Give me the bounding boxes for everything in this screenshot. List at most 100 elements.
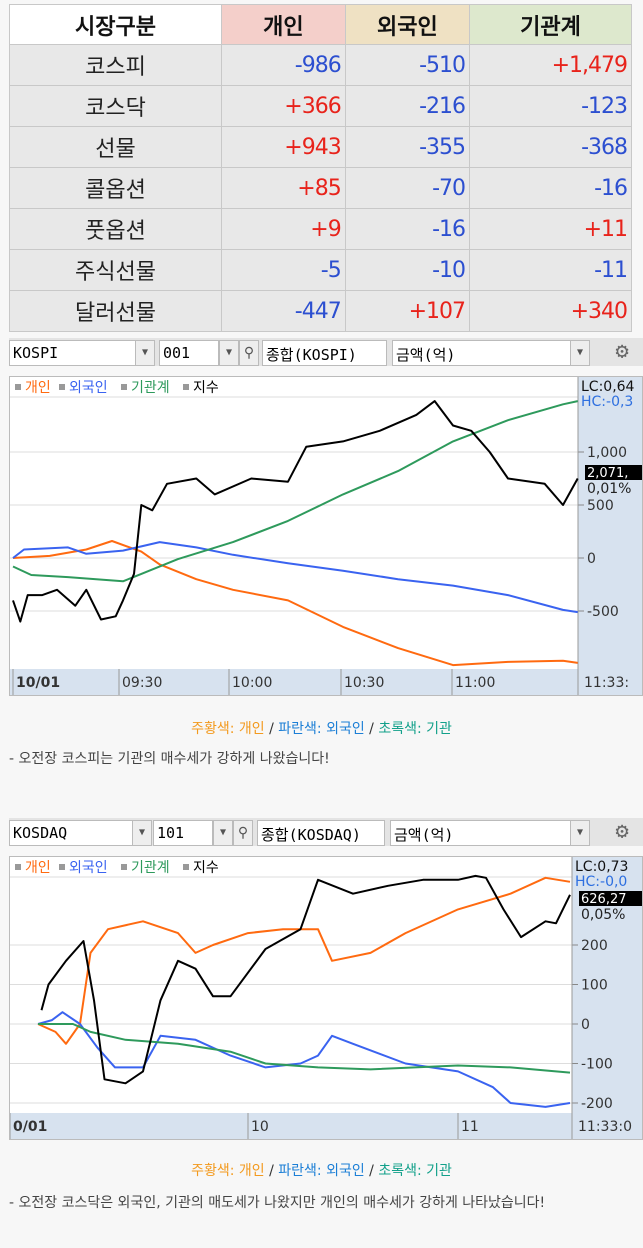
legend-item[interactable]: 외국인	[69, 380, 108, 396]
unit-select[interactable]: 금액(억)	[390, 820, 572, 846]
chevron-down-icon[interactable]: ▼	[570, 340, 590, 366]
legend-item[interactable]: 기관계	[131, 380, 170, 396]
header-market: 시장구분	[9, 4, 222, 45]
series-line-individual	[37, 876, 571, 1045]
index-change: 0,05%	[581, 907, 625, 923]
header-institution: 기관계	[469, 4, 632, 45]
individual-value: -5	[221, 249, 346, 291]
caption-blue: 파란색: 외국인	[278, 721, 365, 737]
foreign-value: +107	[344, 290, 471, 332]
individual-value: +9	[221, 208, 346, 250]
index-value-badge	[585, 465, 642, 480]
individual-value: +943	[221, 126, 346, 168]
x-tick-label: 11	[461, 1119, 479, 1135]
caption-blue: 파란색: 외국인	[278, 1163, 365, 1179]
y-tick-label: 200	[581, 938, 608, 954]
institution-value: -368	[469, 126, 632, 168]
index-name-field: 종합(KOSPI)	[262, 340, 387, 366]
series-line-institution	[38, 1023, 571, 1074]
institution-value: +1,479	[469, 44, 632, 86]
x-tick-label: 10	[251, 1119, 269, 1135]
market-select[interactable]: KOSDAQ	[9, 820, 133, 846]
gear-icon[interactable]: ⚙	[615, 339, 629, 364]
header-foreign: 외국인	[344, 4, 471, 45]
series-line-foreign	[37, 1011, 571, 1108]
y-tick-label: 500	[587, 498, 614, 514]
code-input[interactable]: 101	[153, 820, 213, 846]
legend-marker	[183, 384, 189, 390]
y-axis-panel	[578, 377, 642, 695]
lc-label: LC:0,64	[581, 379, 635, 395]
individual-value: -986	[221, 44, 346, 86]
search-icon[interactable]: ⚲	[233, 820, 253, 846]
kospi-toolbar: KOSPI ▼ 001 ▼ ⚲ 종합(KOSPI) 금액(억) ▼ ⚙	[9, 338, 643, 366]
caption-sep: /	[264, 1163, 279, 1179]
chevron-down-icon[interactable]: ▼	[570, 820, 590, 846]
table-row: 풋옵션 +9 -16 +11	[9, 208, 632, 250]
table-row: 콜옵션 +85 -70 -16	[9, 167, 632, 209]
market-name: 달러선물	[9, 290, 222, 332]
code-input[interactable]: 001	[159, 340, 219, 366]
market-name: 콜옵션	[9, 167, 222, 209]
table-row: 선물 +943 -355 -368	[9, 126, 632, 168]
chart-canvas: 200 100 0 -100 -200 0/01 10 11 11:33:0 개인 외국인 기관계 지수…	[9, 857, 642, 1139]
foreign-value: -10	[344, 249, 471, 291]
kosdaq-investor-chart: 200 100 0 -100 -200 0/01 10 11 11:33:0 개인 외국인 기관계 지수…	[9, 856, 643, 1140]
legend-marker	[121, 864, 127, 870]
x-tick-label: 0/01	[13, 1119, 47, 1135]
series-line-institution	[12, 400, 578, 583]
legend-item[interactable]: 개인	[25, 380, 51, 396]
market-name: 주식선물	[9, 249, 222, 291]
x-tick-label: 10:30	[344, 675, 384, 691]
y-tick-label: -100	[581, 1057, 613, 1073]
legend-marker	[59, 384, 65, 390]
market-name: 코스피	[9, 44, 222, 86]
market-name: 풋옵션	[9, 208, 222, 250]
kospi-investor-chart: 1,000 500 0 -500 10/01 09:30 10:00 10:30 11:00 11…	[9, 376, 643, 696]
individual-value: +366	[221, 85, 346, 127]
table-header: 시장구분 개인 외국인 기관계	[9, 4, 632, 45]
kosdaq-note: - 오전장 코스닥은 외국인, 기관의 매도세가 나왔지만 개인의 매수세가 강…	[9, 1195, 546, 1211]
lc-label: LC:0,73	[575, 859, 628, 875]
series-line-individual	[12, 540, 578, 667]
gear-icon[interactable]: ⚙	[615, 819, 629, 844]
legend-item[interactable]: 지수	[193, 380, 219, 396]
y-tick-label: 100	[581, 978, 608, 994]
search-icon[interactable]: ⚲	[239, 340, 259, 366]
chevron-down-icon[interactable]: ▼	[132, 820, 152, 846]
foreign-value: -70	[344, 167, 471, 209]
y-tick-label: 1,000	[587, 445, 627, 461]
foreign-value: -216	[344, 85, 471, 127]
legend-item[interactable]: 지수	[193, 860, 219, 876]
current-time: 11:33:0	[578, 1119, 632, 1135]
legend-item[interactable]: 외국인	[69, 860, 108, 876]
individual-value: +85	[221, 167, 346, 209]
legend-marker	[15, 864, 21, 870]
market-select[interactable]: KOSPI	[9, 340, 136, 366]
chevron-down-icon[interactable]: ▼	[213, 820, 233, 846]
institution-value: -16	[469, 167, 632, 209]
kospi-note: - 오전장 코스피는 기관의 매수세가 강하게 나왔습니다!	[9, 751, 330, 767]
institution-value: +11	[469, 208, 632, 250]
caption-green: 초록색: 기관	[378, 1163, 452, 1179]
investor-net-buy-table: 시장구분 개인 외국인 기관계 코스피 -986 -510 +1,479 코스닥 +366…	[9, 4, 632, 332]
x-tick-label: 11:00	[455, 675, 495, 691]
legend-marker	[15, 384, 21, 390]
chevron-down-icon[interactable]: ▼	[219, 340, 239, 366]
table-row: 주식선물 -5 -10 -11	[9, 249, 632, 291]
legend-item[interactable]: 개인	[25, 860, 51, 876]
y-tick-label: 0	[581, 1017, 590, 1033]
header-individual: 개인	[221, 4, 346, 45]
legend-item[interactable]: 기관계	[131, 860, 170, 876]
institution-value: -123	[469, 85, 632, 127]
index-name-field: 종합(KOSDAQ)	[257, 820, 385, 846]
caption-sep: /	[364, 721, 379, 737]
unit-select[interactable]: 금액(억)	[392, 340, 572, 366]
series-line-foreign	[12, 541, 578, 614]
x-axis-panel	[10, 669, 642, 695]
chevron-down-icon[interactable]: ▼	[135, 340, 155, 366]
table-row: 달러선물 -447 +107 +340	[9, 290, 632, 332]
index-value-badge	[579, 891, 642, 906]
caption-orange: 주황색: 개인	[191, 1163, 265, 1179]
series-line-index	[12, 400, 579, 623]
